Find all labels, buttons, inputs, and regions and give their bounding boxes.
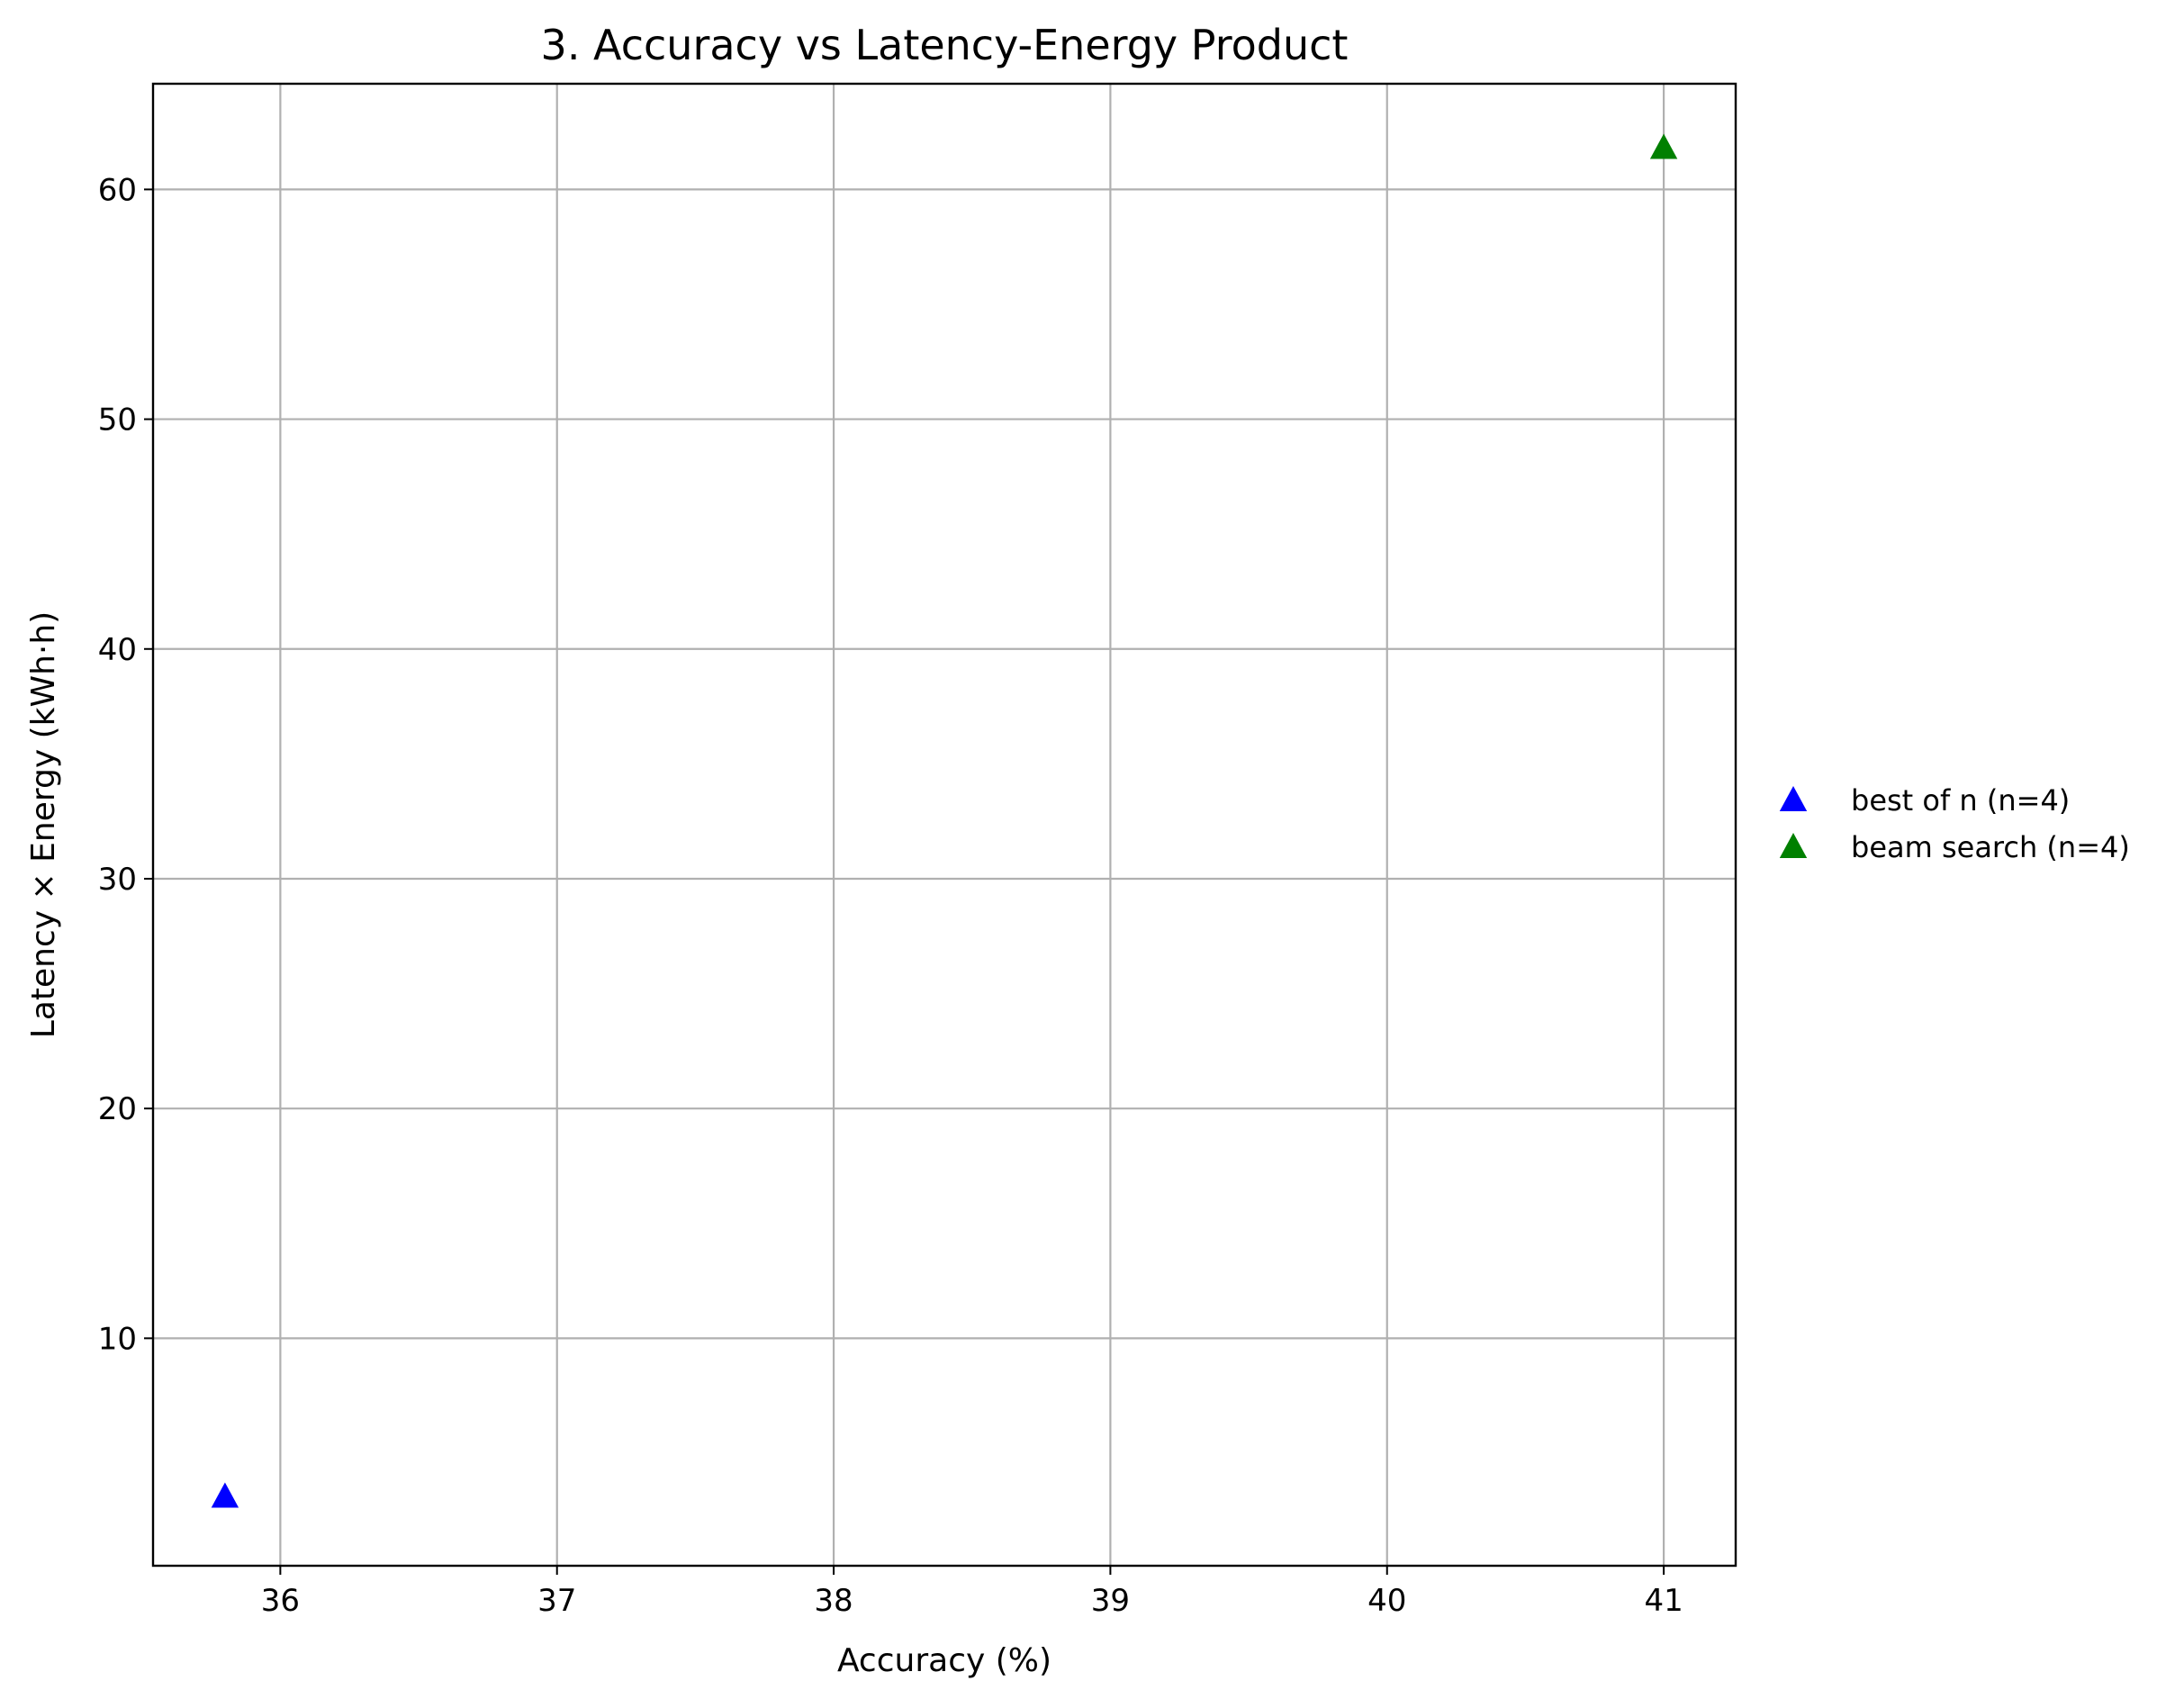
x-tick-label: 37 — [537, 1583, 576, 1619]
x-axis-label: Accuracy (%) — [837, 1642, 1051, 1679]
legend-marker — [1779, 833, 1808, 858]
legend: best of n (n=4) beam search (n=4) — [1779, 783, 2130, 864]
data-point — [1649, 133, 1678, 159]
grid-layer — [153, 84, 1736, 1566]
data-points — [211, 133, 1678, 1508]
x-tick-label: 36 — [261, 1583, 300, 1619]
legend-entry: best of n (n=4) — [1851, 783, 2070, 818]
chart-title: 3. Accuracy vs Latency-Energy Product — [541, 21, 1349, 69]
y-axis-label: Latency × Energy (kWh·h) — [25, 611, 62, 1038]
data-point — [211, 1482, 239, 1508]
y-tick-label: 20 — [98, 1091, 137, 1127]
x-tick-label: 39 — [1091, 1583, 1130, 1619]
y-tick-label: 40 — [98, 632, 137, 668]
y-tick-label: 50 — [98, 402, 137, 438]
y-tick-label: 60 — [98, 172, 137, 208]
x-tick-label: 38 — [814, 1583, 853, 1619]
axis-ticks: 36 37 38 39 40 41 10 20 30 40 50 60 — [98, 172, 1683, 1619]
x-tick-label: 40 — [1367, 1583, 1406, 1619]
legend-entry: beam search (n=4) — [1851, 830, 2130, 864]
plot-frame — [151, 82, 1737, 1568]
x-tick-label: 41 — [1644, 1583, 1683, 1619]
y-tick-label: 10 — [98, 1321, 137, 1357]
y-tick-label: 30 — [98, 862, 137, 898]
legend-marker — [1779, 786, 1808, 811]
